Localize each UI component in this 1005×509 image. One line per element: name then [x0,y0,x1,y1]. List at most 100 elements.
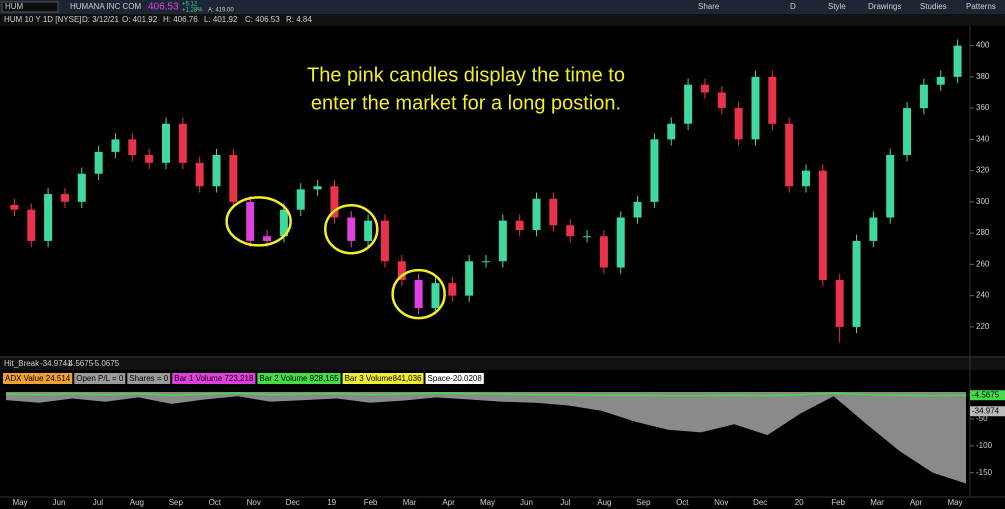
candle-body [768,76,777,124]
y-tick-label: -50 [976,414,988,423]
study-name: Hit_Break [4,359,40,368]
toolbar-button[interactable]: D [790,2,796,11]
candle-body [869,217,878,241]
x-tick-label: Nov [714,498,728,507]
candle-body [195,162,204,187]
candle-body [330,186,339,218]
x-tick-label: May [480,498,495,507]
signal-circle [324,203,379,255]
candle-body [27,209,36,241]
x-tick-label: 19 [327,498,336,507]
candle-body [616,217,625,268]
study-label-box [3,373,73,384]
candle-body [380,220,389,262]
x-tick-label: Jun [53,498,66,507]
y-tick-label: -100 [976,441,993,450]
candle-body [515,220,524,230]
x-tick-label: Jul [560,498,570,507]
study-bar [0,358,1005,370]
candle-body [919,84,928,109]
candle-body [785,123,794,187]
last-price: 406.53 [148,2,179,13]
study-value: -5.0675 [92,359,120,368]
range: R: 4.84 [286,15,312,24]
study-label-box [257,373,341,384]
y-tick-label: 340 [976,134,990,143]
value-tag [970,390,1005,401]
study-label-box [127,373,171,384]
change: +5.12 [182,2,198,8]
candle-body [700,84,709,93]
company: HUMANA INC COM [70,2,141,11]
candle-body [279,209,288,237]
toolbar [0,0,1005,14]
x-tick-label: Apr [910,498,923,507]
candle-body [818,170,827,280]
toolbar-button[interactable]: Drawings [868,2,901,11]
candle-body [10,205,19,210]
candle-body [886,155,895,218]
x-tick-label: Aug [130,498,144,507]
study-value: -34.9741 [40,359,72,368]
candle-body [583,236,592,238]
close: C: 406.53 [245,15,280,24]
y-tick-label: 280 [976,228,990,237]
x-tick-label: Jun [520,498,533,507]
candle-body [802,170,810,187]
toolbar-button[interactable]: Studies [920,2,947,11]
value-tag-label: -34.974 [972,406,1000,415]
value-tag [970,406,1005,417]
candle-body [246,201,255,241]
candle-body [60,194,69,202]
study-title: HUM 10 Y 1D [NYSE] [4,15,82,24]
info-bar [0,14,1005,26]
candle-body [734,108,743,140]
x-tick-label: Nov [247,498,261,507]
candle-body [448,283,457,296]
change-pct: +1.28% [182,8,203,14]
candle-body [717,92,726,109]
candle-body [145,155,154,163]
y-tick-label: 300 [976,197,990,206]
toolbar-button[interactable]: Patterns [966,2,996,11]
x-tick-label: Mar [403,498,417,507]
candle-body [953,45,962,77]
low: L: 401.92 [204,15,238,24]
open: O: 401.92 [122,15,158,24]
candle-body [903,108,912,155]
x-tick-label: Apr [442,498,455,507]
candle-body [835,280,844,327]
study-value: -4.5675 [66,359,94,368]
y-tick-label: 260 [976,259,990,268]
study-label: Bar 3 Volume841,036 [345,374,422,383]
x-tick-label: Oct [209,498,222,507]
candle-body [498,220,507,262]
y-tick-label: 400 [976,41,990,50]
candle-body [414,280,423,309]
x-tick-label: Dec [753,498,767,507]
signal-circle [391,268,446,320]
candle-body [44,194,53,241]
study-label: Shares = 0 [129,374,168,383]
y-tick-label: -150 [976,468,993,477]
candle-body [532,198,541,230]
candle-body [936,76,945,85]
candle-body [852,240,861,327]
candle-body [313,186,322,190]
candle-body [667,123,676,140]
candle-body [397,261,406,280]
annotation: The pink candles display the time to [307,64,625,86]
x-tick-label: Feb [364,498,378,507]
y-tick-label: 220 [976,322,990,331]
symbol-box[interactable] [1,1,59,13]
toolbar-button[interactable]: Style [828,2,846,11]
y-tick-label: 380 [976,72,990,81]
date: D: 3/12/21 [82,15,119,24]
x-tick-label: Sep [636,498,651,507]
x-tick-label: Aug [597,498,611,507]
candle-body [128,139,137,155]
y-tick-label: 320 [976,166,990,175]
candle-body [364,220,373,241]
toolbar-button[interactable]: Share [698,2,720,11]
